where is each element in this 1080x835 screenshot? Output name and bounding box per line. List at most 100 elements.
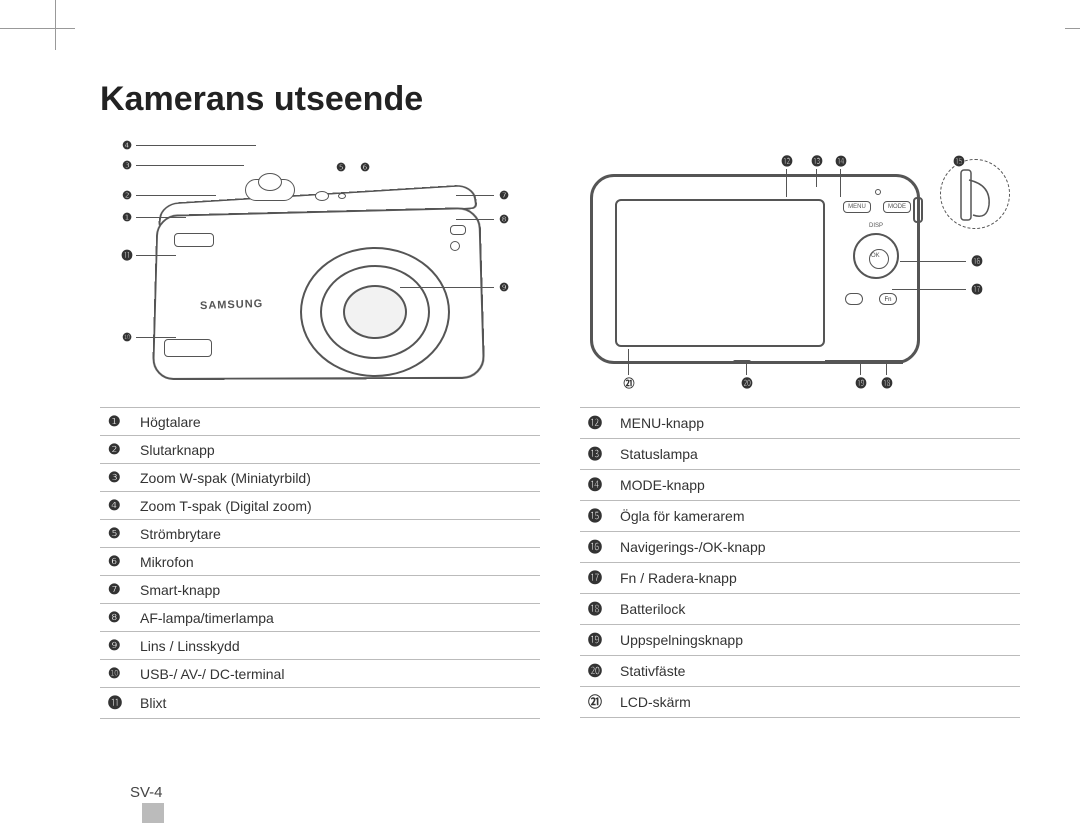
table-row: ⓰Navigerings-/OK-knapp bbox=[580, 532, 1020, 563]
callout-15: ⓯ bbox=[950, 153, 968, 171]
table-row: ⓲Batterilock bbox=[580, 594, 1020, 625]
front-view-figure: SAMSUNG ❹ ❸ ❷ ❶ ⓫ bbox=[100, 129, 540, 399]
legend-number: ㉑ bbox=[580, 687, 612, 718]
legend-label: Strömbrytare bbox=[132, 520, 540, 548]
table-row: ❹Zoom T-spak (Digital zoom) bbox=[100, 492, 540, 520]
columns: SAMSUNG ❹ ❸ ❷ ❶ ⓫ bbox=[100, 129, 1020, 719]
callout-3: ❸ bbox=[118, 157, 136, 175]
legend-number: ⓮ bbox=[580, 470, 612, 501]
table-row: ❷Slutarknapp bbox=[100, 436, 540, 464]
table-row: ❼Smart-knapp bbox=[100, 576, 540, 604]
legend-number: ❶ bbox=[100, 408, 132, 436]
legend-label: AF-lampa/timerlampa bbox=[132, 604, 540, 632]
legend-number: ❻ bbox=[100, 548, 132, 576]
legend-number: ⓳ bbox=[580, 625, 612, 656]
legend-number: ❷ bbox=[100, 436, 132, 464]
back-view-figure: MENU MODE DISP OK Fn bbox=[580, 129, 1020, 399]
right-legend-table: ⓬MENU-knapp⓭Statuslampa⓮MODE-knapp⓯Ögla … bbox=[580, 407, 1020, 718]
legend-number: ⓯ bbox=[580, 501, 612, 532]
legend-number: ❾ bbox=[100, 632, 132, 660]
legend-label: Lins / Linsskydd bbox=[132, 632, 540, 660]
legend-number: ❺ bbox=[100, 520, 132, 548]
table-row: ❽AF-lampa/timerlampa bbox=[100, 604, 540, 632]
page-title: Kamerans utseende bbox=[100, 80, 1020, 119]
table-row: ⓮MODE-knapp bbox=[580, 470, 1020, 501]
legend-number: ❸ bbox=[100, 464, 132, 492]
brand-logo: SAMSUNG bbox=[200, 298, 264, 312]
legend-label: MODE-knapp bbox=[612, 470, 1020, 501]
table-row: ❿USB-/ AV-/ DC-terminal bbox=[100, 660, 540, 688]
table-row: ⓴Stativfäste bbox=[580, 656, 1020, 687]
left-legend-table: ❶Högtalare❷Slutarknapp❸Zoom W-spak (Mini… bbox=[100, 407, 540, 719]
callout-6: ❻ bbox=[356, 159, 374, 177]
legend-number: ⓰ bbox=[580, 532, 612, 563]
callout-11: ⓫ bbox=[118, 247, 136, 265]
left-column: SAMSUNG ❹ ❸ ❷ ❶ ⓫ bbox=[100, 129, 540, 719]
legend-number: ❹ bbox=[100, 492, 132, 520]
camera-back-sketch: MENU MODE DISP OK Fn bbox=[590, 174, 920, 364]
legend-number: ⓬ bbox=[580, 408, 612, 439]
page: Kamerans utseende SAMSUNG bbox=[0, 0, 1080, 835]
legend-label: Zoom W-spak (Miniatyrbild) bbox=[132, 464, 540, 492]
legend-number: ⓫ bbox=[100, 688, 132, 719]
callout-10: ❿ bbox=[118, 329, 136, 347]
fn-button: Fn bbox=[879, 293, 897, 305]
legend-label: Navigerings-/OK-knapp bbox=[612, 532, 1020, 563]
table-row: ❾Lins / Linsskydd bbox=[100, 632, 540, 660]
legend-label: Mikrofon bbox=[132, 548, 540, 576]
legend-number: ⓱ bbox=[580, 563, 612, 594]
callout-5: ❺ bbox=[332, 159, 350, 177]
callout-20: ⓴ bbox=[738, 375, 756, 393]
legend-label: Blixt bbox=[132, 688, 540, 719]
callout-14: ⓮ bbox=[832, 153, 850, 171]
callout-7: ❼ bbox=[495, 187, 513, 205]
legend-number: ⓲ bbox=[580, 594, 612, 625]
legend-label: Slutarknapp bbox=[132, 436, 540, 464]
page-number: SV-4 bbox=[130, 784, 163, 801]
callout-16: ⓰ bbox=[968, 253, 986, 271]
table-row: ❺Strömbrytare bbox=[100, 520, 540, 548]
legend-label: Uppspelningsknapp bbox=[612, 625, 1020, 656]
legend-label: Statuslampa bbox=[612, 439, 1020, 470]
legend-number: ❽ bbox=[100, 604, 132, 632]
page-tab bbox=[142, 803, 164, 823]
legend-label: Högtalare bbox=[132, 408, 540, 436]
table-row: ⓳Uppspelningsknapp bbox=[580, 625, 1020, 656]
callout-4: ❹ bbox=[118, 137, 136, 155]
legend-label: USB-/ AV-/ DC-terminal bbox=[132, 660, 540, 688]
callout-18: ⓲ bbox=[878, 375, 896, 393]
lcd-screen bbox=[615, 199, 825, 347]
table-row: ⓯Ögla för kamerarem bbox=[580, 501, 1020, 532]
ok-label: OK bbox=[871, 253, 880, 259]
disp-label: DISP bbox=[869, 223, 883, 229]
camera-front-sketch: SAMSUNG bbox=[150, 169, 480, 379]
callout-17: ⓱ bbox=[968, 281, 986, 299]
table-row: ⓬MENU-knapp bbox=[580, 408, 1020, 439]
legend-number: ❼ bbox=[100, 576, 132, 604]
table-row: ⓭Statuslampa bbox=[580, 439, 1020, 470]
legend-label: Zoom T-spak (Digital zoom) bbox=[132, 492, 540, 520]
legend-label: Smart-knapp bbox=[132, 576, 540, 604]
callout-2: ❷ bbox=[118, 187, 136, 205]
table-row: ⓱Fn / Radera-knapp bbox=[580, 563, 1020, 594]
legend-number: ⓴ bbox=[580, 656, 612, 687]
legend-number: ⓭ bbox=[580, 439, 612, 470]
callout-8: ❽ bbox=[495, 211, 513, 229]
callout-13: ⓭ bbox=[808, 153, 826, 171]
callout-12: ⓬ bbox=[778, 153, 796, 171]
table-row: ⓫Blixt bbox=[100, 688, 540, 719]
playback-button bbox=[845, 293, 863, 305]
menu-button: MENU bbox=[843, 201, 871, 213]
mode-button: MODE bbox=[883, 201, 911, 213]
callout-21: ㉑ bbox=[620, 375, 638, 393]
legend-label: LCD-skärm bbox=[612, 687, 1020, 718]
legend-label: MENU-knapp bbox=[612, 408, 1020, 439]
callout-1: ❶ bbox=[118, 209, 136, 227]
legend-label: Fn / Radera-knapp bbox=[612, 563, 1020, 594]
table-row: ㉑LCD-skärm bbox=[580, 687, 1020, 718]
callout-9: ❾ bbox=[495, 279, 513, 297]
legend-number: ❿ bbox=[100, 660, 132, 688]
legend-label: Ögla för kamerarem bbox=[612, 501, 1020, 532]
table-row: ❶Högtalare bbox=[100, 408, 540, 436]
table-row: ❸Zoom W-spak (Miniatyrbild) bbox=[100, 464, 540, 492]
